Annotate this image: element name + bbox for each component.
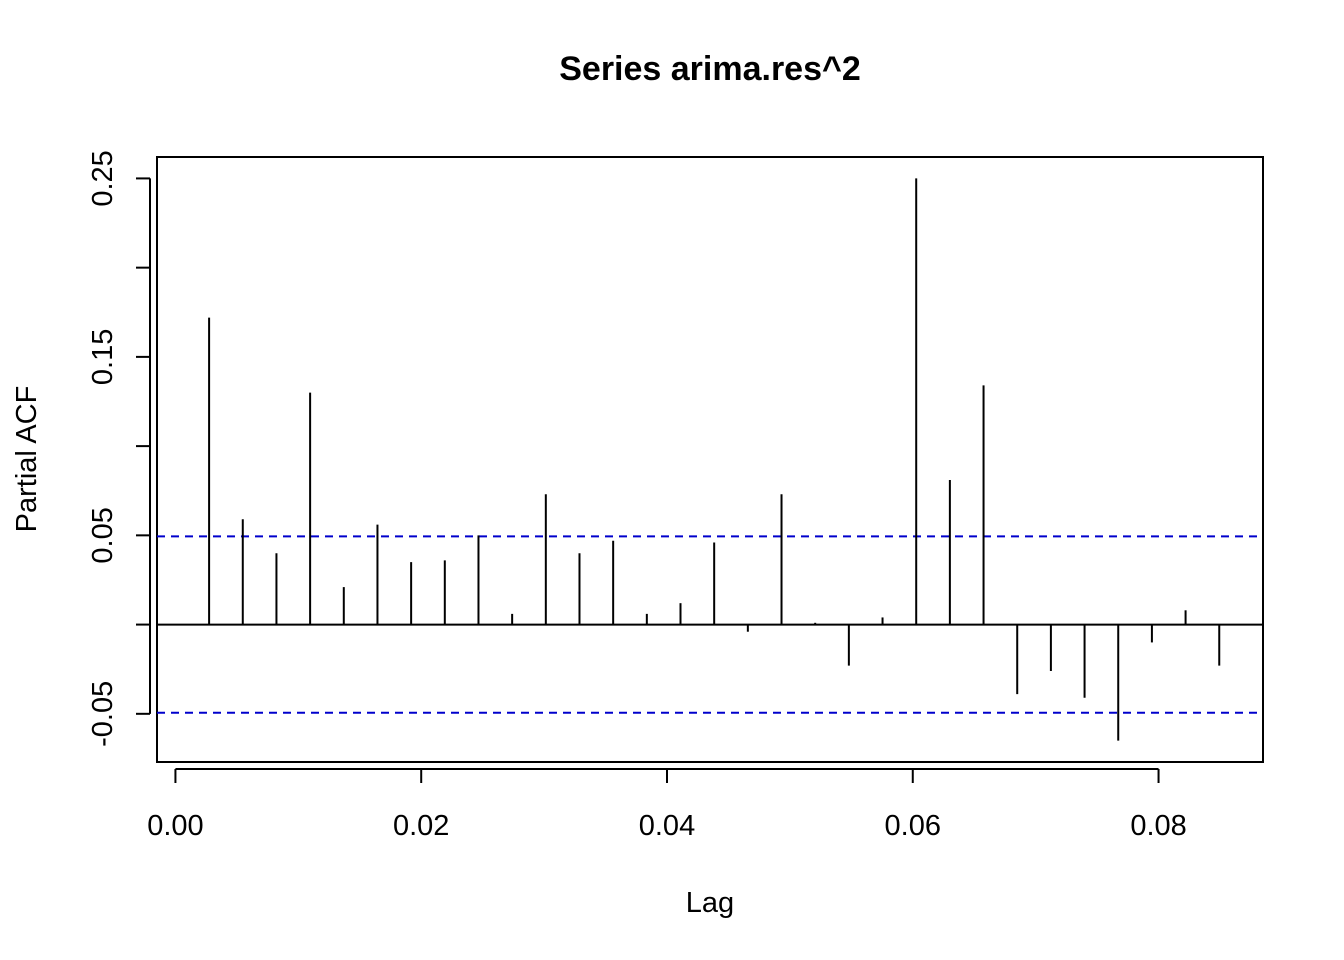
x-tick-label: 0.00 — [147, 810, 203, 842]
x-axis-label: Lag — [686, 887, 734, 919]
x-tick-label: 0.02 — [393, 810, 449, 842]
x-tick-label: 0.04 — [639, 810, 695, 842]
y-axis: -0.05 0.05 0.15 0.25 — [87, 150, 151, 747]
y-tick-label: 0.25 — [87, 150, 119, 206]
plot-frame — [156, 156, 1264, 763]
x-axis: 0.00 0.02 0.04 0.06 0.08 — [147, 768, 1187, 842]
chart-title: Series arima.res^2 — [559, 50, 861, 88]
pacf-bars — [208, 178, 1221, 741]
y-tick-label: -0.05 — [87, 681, 119, 747]
y-tick-label: 0.15 — [87, 329, 119, 385]
y-axis-label: Partial ACF — [11, 386, 43, 533]
y-tick-label: 0.05 — [87, 507, 119, 563]
x-tick-label: 0.08 — [1130, 810, 1186, 842]
confidence-lines — [157, 535, 1263, 714]
x-tick-label: 0.06 — [885, 810, 941, 842]
